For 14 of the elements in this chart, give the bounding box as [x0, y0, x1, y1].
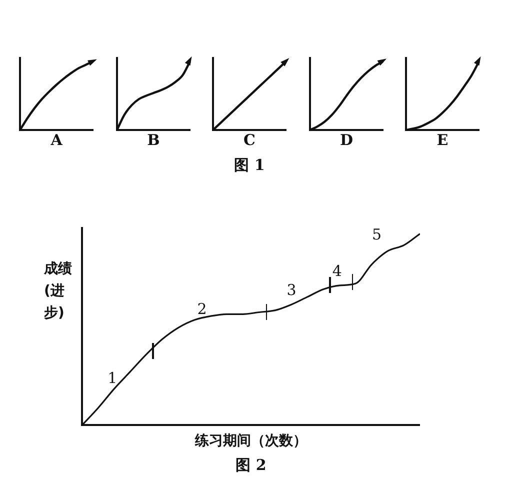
annotation: 5	[372, 226, 382, 244]
annotation: 3	[286, 281, 296, 300]
text: 图 2	[234, 456, 268, 475]
x-axis-title: 练习期间（次数）	[194, 433, 307, 450]
x-axis-title: B	[146, 130, 160, 149]
x-axis-title: E	[436, 130, 448, 149]
x-axis-title: A	[50, 130, 63, 149]
y-axis-title: 成绩(进步)	[44, 260, 73, 323]
annotation: 2	[197, 300, 207, 318]
x-axis-title: C	[244, 130, 256, 149]
text: 图 1	[233, 156, 266, 175]
x-axis-title: D	[339, 130, 353, 149]
annotation: 1	[108, 369, 118, 388]
annotation: 4	[332, 262, 342, 280]
